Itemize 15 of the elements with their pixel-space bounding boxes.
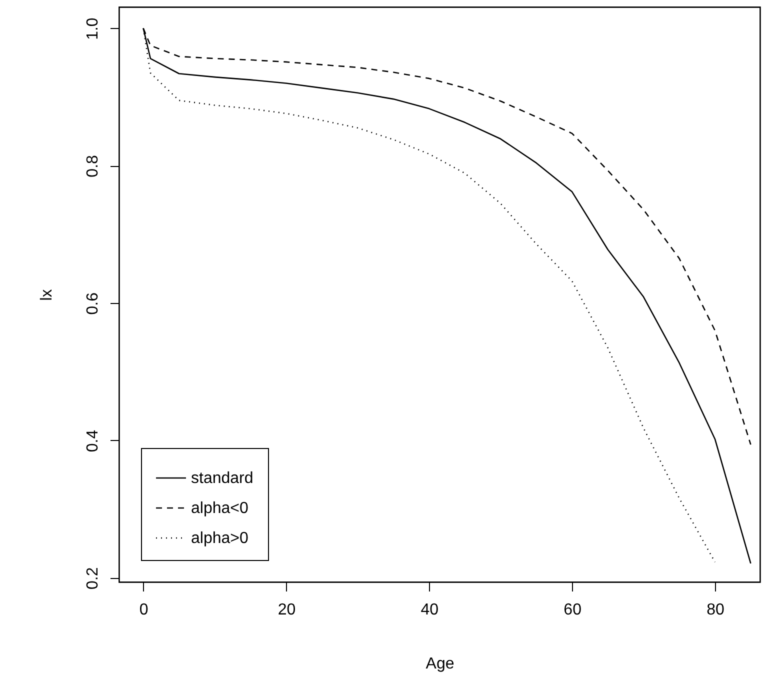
y-tick-label: 0.2 — [84, 567, 102, 590]
x-axis-title: Age — [426, 656, 454, 672]
y-tick-label: 1.0 — [84, 18, 102, 40]
y-tick-label: 0.4 — [84, 430, 102, 452]
x-tick-label: 40 — [420, 602, 439, 618]
legend-label: alpha<0 — [191, 500, 248, 517]
y-tick-label: 0.8 — [84, 154, 102, 178]
x-tick-label: 60 — [564, 602, 582, 618]
y-axis-title: lx — [38, 289, 56, 301]
legend-label: standard — [191, 470, 254, 487]
x-tick-label: 20 — [278, 602, 296, 618]
x-tick-label: 80 — [706, 602, 724, 618]
y-tick-label: 0.6 — [84, 292, 102, 315]
legend-label: alpha>0 — [191, 530, 248, 547]
x-tick-label: 0 — [139, 602, 148, 618]
